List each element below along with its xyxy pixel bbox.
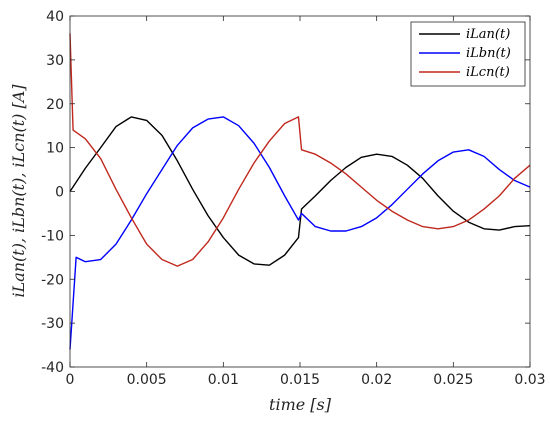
y-tick-label: 10 [46,141,64,157]
y-tick-label: 0 [55,185,64,201]
ticks-layer [69,15,531,368]
x-tick-label: 0.03 [514,372,545,388]
y-axis-label: iLan(t), iLbn(t), iLcn(t) [A] [9,84,28,298]
legend-label: iLcn(t) [466,65,510,80]
y-tick-label: 40 [46,9,64,25]
legend: iLan(t) iLbn(t) iLcn(t) [410,21,526,87]
series-line-1 [69,116,531,266]
y-tick-label: -40 [41,360,64,376]
legend-label: iLbn(t) [466,46,511,61]
tick-labels: 0 0.005 0.01 0.015 0.02 0.025 0.03 -40 -30 -20 -10… [41,9,545,388]
legend-label: iLan(t) [466,27,510,42]
x-axis-label: time [s] [269,395,332,414]
series-line-2 [69,116,531,350]
y-tick-label: -10 [41,228,64,244]
x-tick-label: 0.005 [127,372,167,388]
series-layer [69,33,531,350]
y-tick-label: -30 [41,316,64,332]
x-tick-label: 0 [66,372,75,388]
series-line-3 [69,33,531,267]
x-tick-label: 0.025 [433,372,473,388]
x-tick-label: 0.01 [208,372,239,388]
x-tick-label: 0.015 [280,372,320,388]
x-tick-label: 0.02 [361,372,392,388]
y-tick-label: 20 [46,97,64,113]
legend-box [410,21,526,87]
y-tick-label: 30 [46,53,64,69]
y-tick-label: -20 [41,272,64,288]
